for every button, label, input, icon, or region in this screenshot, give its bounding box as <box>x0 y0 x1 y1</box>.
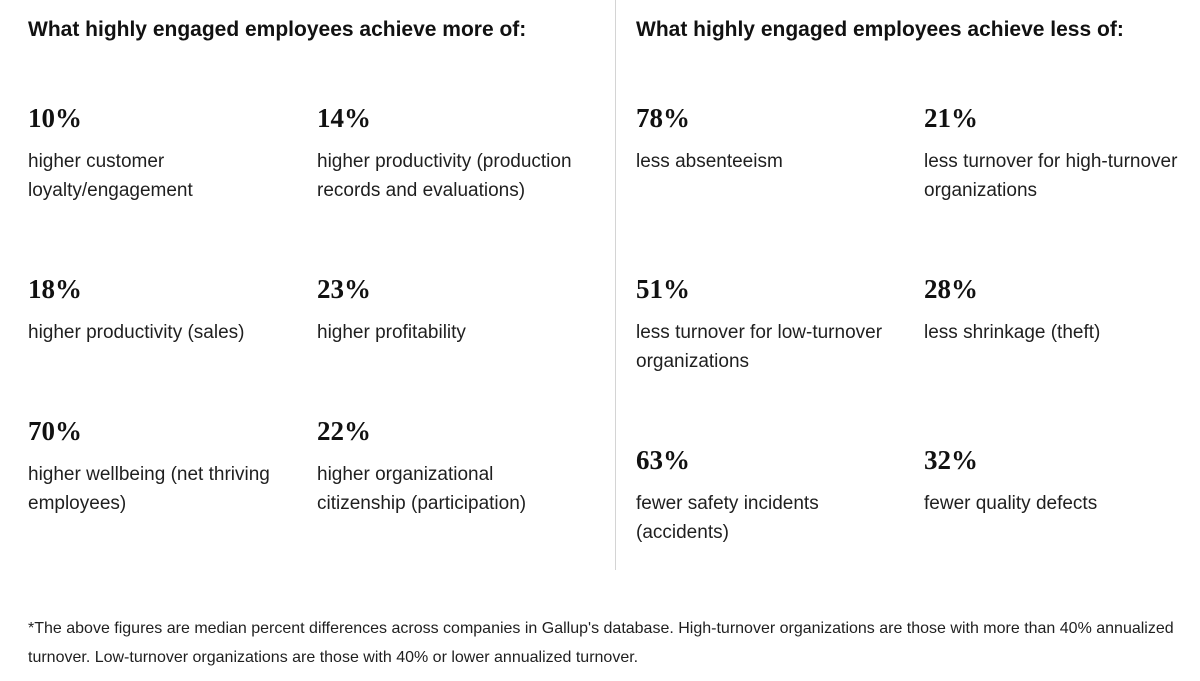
stat-description: higher organizational citizenship (parti… <box>317 464 527 514</box>
stat-percent: 10% <box>28 103 82 133</box>
stat-productivity-production: 14% higher productivity (production reco… <box>317 101 602 205</box>
more-of-heading: What highly engaged employees achieve mo… <box>28 18 527 41</box>
stat-description: higher wellbeing (net thriving employees… <box>28 464 270 514</box>
stat-description: higher productivity (sales) <box>28 322 245 343</box>
stat-turnover-high: 21% less turnover for high-turnover orga… <box>924 101 1200 205</box>
stat-description: higher productivity (production records … <box>317 151 572 201</box>
stat-percent: 22% <box>317 416 371 446</box>
stat-percent: 51% <box>636 274 690 304</box>
stat-description: fewer quality defects <box>924 493 1098 514</box>
stat-description: fewer safety incidents (accidents) <box>636 493 819 543</box>
stat-absenteeism: 78% less absenteeism <box>636 101 921 176</box>
stat-percent: 63% <box>636 445 690 475</box>
stat-wellbeing: 70% higher wellbeing (net thriving emplo… <box>28 414 313 518</box>
stat-turnover-low: 51% less turnover for low-turnover organ… <box>636 272 921 376</box>
stat-percent: 23% <box>317 274 371 304</box>
stat-percent: 14% <box>317 103 371 133</box>
stat-customer-loyalty: 10% higher customer loyalty/engagement <box>28 101 313 205</box>
stat-description: less turnover for low-turnover organizat… <box>636 322 883 372</box>
less-of-heading: What highly engaged employees achieve le… <box>636 18 1124 41</box>
stat-description: less shrinkage (theft) <box>924 322 1101 343</box>
stat-profitability: 23% higher profitability <box>317 272 602 347</box>
stat-description: higher customer loyalty/engagement <box>28 151 193 201</box>
stat-percent: 18% <box>28 274 82 304</box>
stat-description: less turnover for high-turnover organiza… <box>924 151 1178 201</box>
stat-shrinkage: 28% less shrinkage (theft) <box>924 272 1200 347</box>
column-divider <box>615 0 616 570</box>
stat-percent: 70% <box>28 416 82 446</box>
stat-productivity-sales: 18% higher productivity (sales) <box>28 272 313 347</box>
stat-percent: 78% <box>636 103 690 133</box>
stat-percent: 28% <box>924 274 978 304</box>
stat-safety-incidents: 63% fewer safety incidents (accidents) <box>636 443 921 547</box>
stat-percent: 32% <box>924 445 978 475</box>
stat-quality-defects: 32% fewer quality defects <box>924 443 1200 518</box>
stat-description: higher profitability <box>317 322 466 343</box>
footnote: *The above figures are median percent di… <box>28 620 1174 666</box>
stat-citizenship: 22% higher organizational citizenship (p… <box>317 414 602 518</box>
stat-percent: 21% <box>924 103 978 133</box>
stat-description: less absenteeism <box>636 151 783 172</box>
